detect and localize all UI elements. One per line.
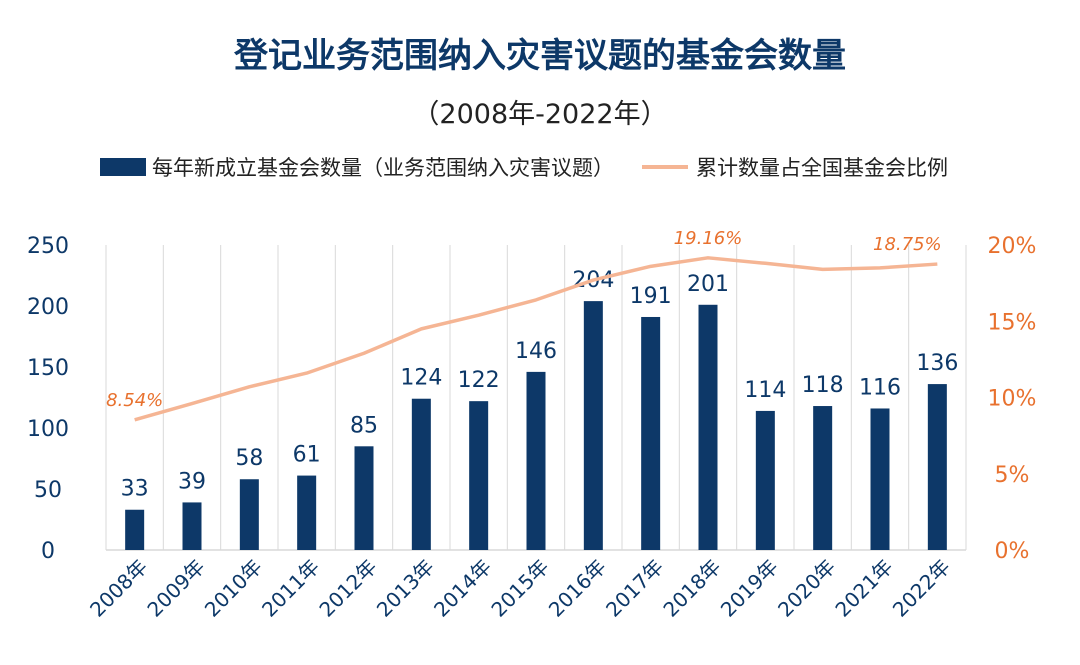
bar <box>927 384 947 550</box>
x-tick-label: 2011年 <box>257 555 324 622</box>
x-tick-label: 2018年 <box>658 555 725 622</box>
bar <box>297 475 317 550</box>
x-tick-label: 2008年 <box>85 555 152 622</box>
y-left-tick-label: 150 <box>27 356 69 381</box>
bar-value-label: 201 <box>687 272 729 297</box>
bar-value-label: 85 <box>350 413 378 438</box>
bar <box>641 316 661 550</box>
y-right-tick-label: 0% <box>995 539 1030 564</box>
legend-item-bars: 每年新成立基金会数量（业务范围纳入灾害议题） <box>100 152 614 182</box>
bar <box>870 408 890 550</box>
legend-label-line: 累计数量占全国基金会比例 <box>696 156 948 180</box>
y-left-tick-label: 100 <box>27 417 69 442</box>
x-tick-label: 2016年 <box>544 555 611 622</box>
x-tick-label: 2022年 <box>888 555 955 622</box>
legend-swatch-bars <box>100 158 146 176</box>
x-tick-label: 2019年 <box>716 555 783 622</box>
chart-subtitle: （2008年-2022年） <box>412 99 668 130</box>
legend-item-line: 累计数量占全国基金会比例 <box>614 152 948 182</box>
y-right-tick-label: 15% <box>988 310 1037 335</box>
bar <box>698 304 718 550</box>
bar-value-label: 146 <box>515 339 557 364</box>
x-tick-label: 2020年 <box>773 555 840 622</box>
x-tick-label: 2012年 <box>314 555 381 622</box>
y-right-tick-label: 5% <box>995 463 1030 488</box>
bar-value-label: 58 <box>235 446 263 471</box>
x-tick-label: 2017年 <box>601 555 668 622</box>
bar-value-label: 191 <box>630 284 672 309</box>
bar <box>583 301 603 550</box>
bar-value-label: 61 <box>293 443 321 468</box>
bar <box>239 479 259 550</box>
line-data-label: 18.75% <box>873 234 942 255</box>
y-right-tick-label: 10% <box>988 387 1037 412</box>
legend: 每年新成立基金会数量（业务范围纳入灾害议题） 累计数量占全国基金会比例 <box>100 150 948 184</box>
bar <box>755 410 775 550</box>
bar-value-label: 118 <box>802 373 844 398</box>
bar-value-label: 114 <box>744 378 786 403</box>
x-tick-label: 2009年 <box>142 555 209 622</box>
bar-value-label: 136 <box>916 351 958 376</box>
bar <box>411 398 431 550</box>
x-tick-label: 2014年 <box>429 555 496 622</box>
bar <box>125 509 145 550</box>
chart-title: 登记业务范围纳入灾害议题的基金会数量 <box>234 36 846 76</box>
y-right-tick-label: 20% <box>988 234 1037 259</box>
line-series <box>134 256 938 422</box>
y-left-tick-label: 200 <box>27 295 69 320</box>
bar-value-label: 39 <box>178 469 206 494</box>
x-tick-label: 2010年 <box>200 555 267 622</box>
bar-value-label: 122 <box>458 368 500 393</box>
x-tick-label: 2013年 <box>372 555 439 622</box>
x-tick-label: 2015年 <box>486 555 553 622</box>
line-data-label: 8.54% <box>106 390 163 411</box>
bar <box>469 401 489 550</box>
x-tick-label: 2021年 <box>830 555 897 622</box>
line-data-label: 19.16% <box>674 228 743 249</box>
y-left-tick-label: 0 <box>41 539 55 564</box>
bar <box>813 406 833 550</box>
y-left-tick-label: 50 <box>34 478 62 503</box>
y-left-tick-label: 250 <box>27 234 69 259</box>
bar-value-label: 116 <box>859 375 901 400</box>
legend-swatch-line <box>642 165 688 169</box>
bar <box>526 371 546 550</box>
bar <box>354 446 374 550</box>
legend-label-bars: 每年新成立基金会数量（业务范围纳入灾害议题） <box>152 156 614 180</box>
bar-value-label: 124 <box>400 366 442 391</box>
bar <box>182 502 202 550</box>
bar-value-label: 33 <box>121 477 149 502</box>
